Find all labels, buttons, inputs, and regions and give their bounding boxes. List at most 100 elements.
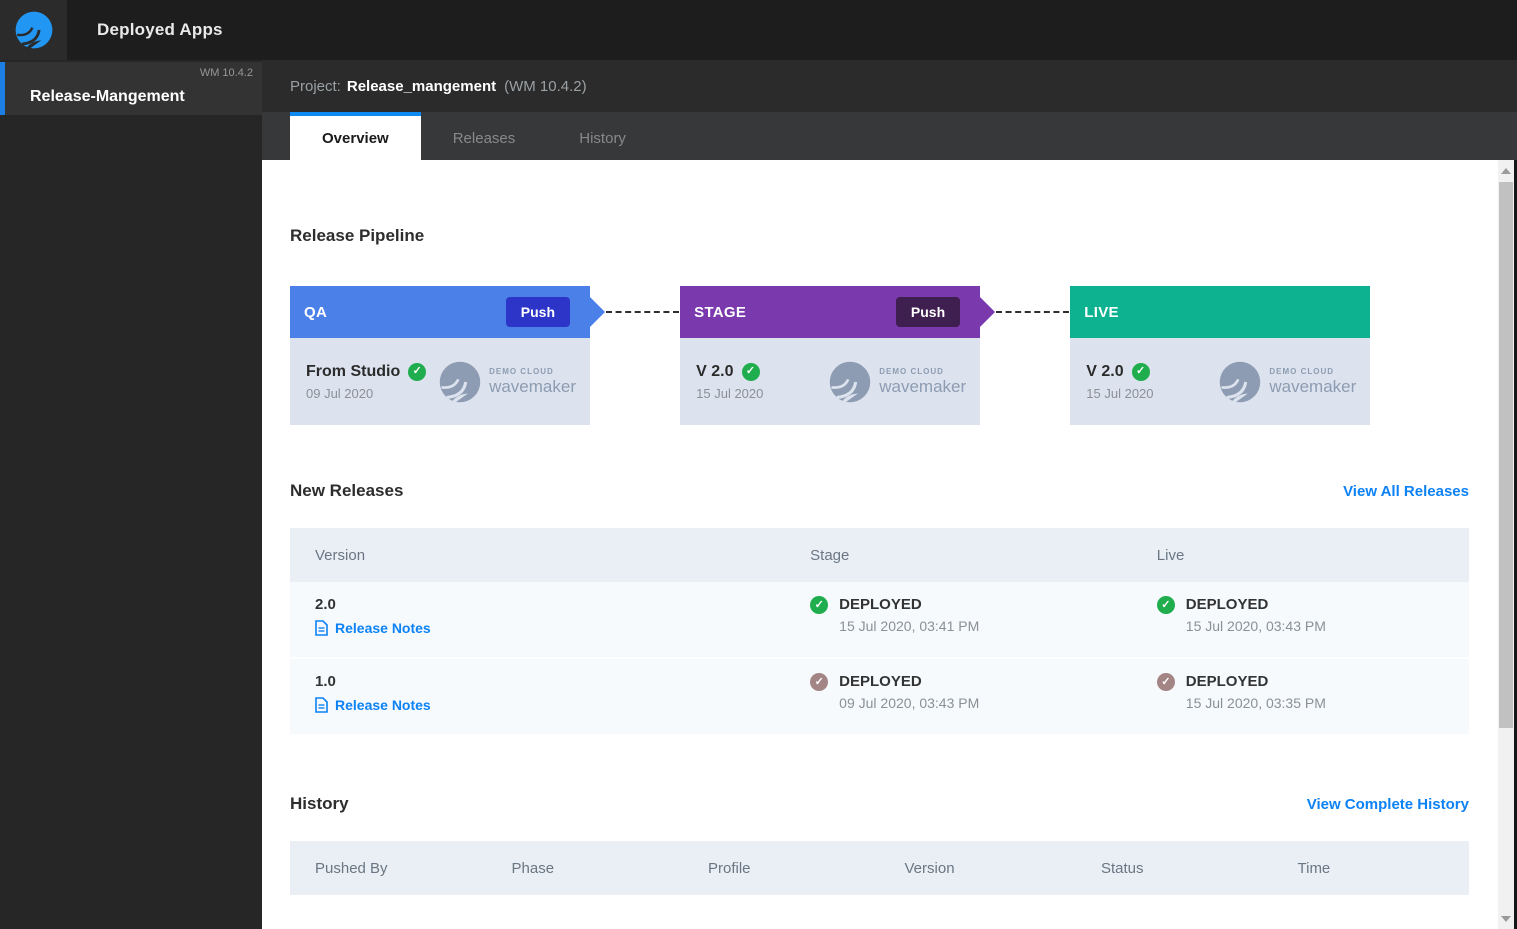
scroll-up-arrow-icon[interactable]: [1498, 162, 1514, 179]
project-name: Release_mangement: [346, 77, 497, 95]
pipeline-connector: [996, 311, 1070, 313]
live-date-label: 15 Jul 2020: [1086, 385, 1154, 401]
stage-card-header: STAGE Push: [680, 286, 996, 338]
status-badge: DEPLOYED: [839, 673, 922, 690]
scrollbar-thumb[interactable]: [1499, 182, 1513, 728]
pipeline-cards-row: QA Push From Studio 09 Jul 2020: [290, 286, 1469, 425]
stage-push-button[interactable]: Push: [895, 297, 961, 327]
overview-panel: Release Pipeline QA Push F: [262, 160, 1498, 929]
tab-releases[interactable]: Releases: [452, 129, 516, 147]
column-header-live: Live: [1156, 546, 1185, 564]
demo-cloud-label: DEMO CLOUD: [1269, 366, 1335, 376]
live-version-label: V 2.0: [1086, 362, 1124, 380]
stage-card-body: V 2.0 15 Jul 2020: [680, 338, 981, 425]
new-releases-table: Version Stage Live 2.0: [290, 528, 1469, 736]
release-notes-link[interactable]: Release Notes: [315, 620, 431, 636]
check-icon: [1156, 596, 1175, 614]
scroll-down-arrow-icon[interactable]: [1498, 910, 1514, 927]
qa-card-body: From Studio 09 Jul 2020: [290, 338, 590, 425]
qa-date-label: 09 Jul 2020: [306, 385, 374, 401]
qa-card-header: QA Push: [290, 286, 605, 338]
wavemaker-wave-icon: [829, 361, 871, 404]
tab-history[interactable]: History: [579, 129, 626, 147]
check-icon: [810, 673, 829, 691]
column-header-version: Version: [315, 546, 366, 564]
wavemaker-wave-icon: [439, 361, 481, 404]
status-timestamp: 09 Jul 2020, 03:43 PM: [839, 695, 980, 711]
check-icon: [741, 362, 760, 381]
status-timestamp: 15 Jul 2020, 03:41 PM: [839, 618, 980, 634]
check-icon: [1131, 362, 1150, 381]
stage-date-label: 15 Jul 2020: [696, 385, 764, 401]
wavemaker-label: wavemaker: [1269, 376, 1357, 396]
view-all-releases-link[interactable]: View All Releases: [1343, 482, 1469, 500]
column-header-version: Version: [904, 859, 955, 877]
wavemaker-label: wavemaker: [879, 376, 967, 396]
demo-cloud-logo: DEMO CLOUD wavemaker: [1218, 360, 1356, 404]
live-card-body: V 2.0 15 Jul 2020: [1070, 338, 1371, 425]
qa-push-button[interactable]: Push: [505, 297, 570, 327]
tab-strip: Overview Releases History: [262, 112, 1517, 160]
wavemaker-label: wavemaker: [489, 376, 576, 396]
pipeline-connector: [606, 311, 680, 313]
project-header: Project: Release_mangement (WM 10.4.2): [262, 60, 1517, 112]
release-notes-link[interactable]: Release Notes: [315, 697, 431, 713]
tab-overview[interactable]: Overview: [290, 112, 421, 160]
app-version-badge: WM 10.4.2: [199, 67, 253, 79]
demo-cloud-logo: DEMO CLOUD wavemaker: [438, 360, 576, 404]
sidebar: WM 10.4.2 Release-Mangement: [0, 60, 262, 929]
qa-stage-name: QA: [304, 303, 328, 321]
wavemaker-logo-box[interactable]: [0, 0, 67, 60]
qa-arrow-icon: [590, 297, 605, 327]
pipeline-card-live: LIVE V 2.0 15 Jul 2020: [1070, 286, 1371, 425]
project-label: Project:: [290, 77, 341, 95]
status-badge: DEPLOYED: [1185, 673, 1269, 690]
version-value: 1.0: [315, 673, 336, 690]
history-heading: History: [290, 794, 349, 813]
check-icon: [810, 596, 829, 614]
new-releases-heading: New Releases: [290, 481, 404, 500]
demo-cloud-label: DEMO CLOUD: [879, 366, 944, 376]
page-title: Deployed Apps: [97, 20, 223, 39]
column-header-stage: Stage: [810, 546, 850, 564]
pipeline-card-stage: STAGE Push V 2.0 15 Jul 2020: [680, 286, 996, 425]
wavemaker-logo-icon: [15, 11, 52, 50]
top-bar: Deployed Apps: [0, 0, 1517, 60]
history-table: Pushed By Phase Profile Version Status T…: [290, 841, 1469, 895]
release-pipeline-heading: Release Pipeline: [290, 226, 425, 245]
pipeline-card-qa: QA Push From Studio 09 Jul 2020: [290, 286, 605, 425]
new-releases-table-header: Version Stage Live: [290, 528, 1469, 582]
check-icon: [408, 362, 427, 381]
version-value: 2.0: [315, 596, 336, 613]
stage-stage-name: STAGE: [694, 303, 747, 321]
document-icon: [315, 697, 328, 713]
qa-version-label: From Studio: [306, 362, 401, 380]
wavemaker-wave-icon: [1220, 361, 1261, 404]
vertical-scrollbar[interactable]: [1498, 160, 1517, 929]
column-header-phase: Phase: [511, 859, 555, 877]
column-header-profile: Profile: [708, 859, 751, 877]
release-notes-label: Release Notes: [335, 697, 431, 713]
table-row: 1.0 Release Notes: [290, 659, 1469, 736]
view-complete-history-link[interactable]: View Complete History: [1306, 795, 1469, 813]
live-stage-name: LIVE: [1084, 303, 1119, 321]
table-row: 2.0 Release Notes: [290, 582, 1469, 659]
app-name-label: Release-Mangement: [30, 88, 185, 105]
column-header-status: Status: [1101, 859, 1144, 877]
demo-cloud-logo: DEMO CLOUD wavemaker: [828, 360, 966, 404]
demo-cloud-label: DEMO CLOUD: [489, 366, 554, 376]
live-card-header: LIVE: [1070, 286, 1371, 338]
status-timestamp: 15 Jul 2020, 03:43 PM: [1185, 618, 1326, 634]
release-notes-label: Release Notes: [335, 620, 431, 636]
check-icon: [1156, 673, 1175, 691]
stage-version-label: V 2.0: [696, 362, 734, 380]
status-badge: DEPLOYED: [1185, 596, 1269, 613]
document-icon: [315, 620, 328, 636]
sidebar-item-release-mangement[interactable]: WM 10.4.2 Release-Mangement: [0, 62, 262, 115]
history-table-header: Pushed By Phase Profile Version Status T…: [290, 841, 1469, 895]
project-version: (WM 10.4.2): [504, 77, 587, 95]
status-timestamp: 15 Jul 2020, 03:35 PM: [1185, 695, 1326, 711]
stage-arrow-icon: [980, 297, 996, 327]
status-badge: DEPLOYED: [839, 596, 922, 613]
column-header-time: Time: [1297, 859, 1331, 877]
